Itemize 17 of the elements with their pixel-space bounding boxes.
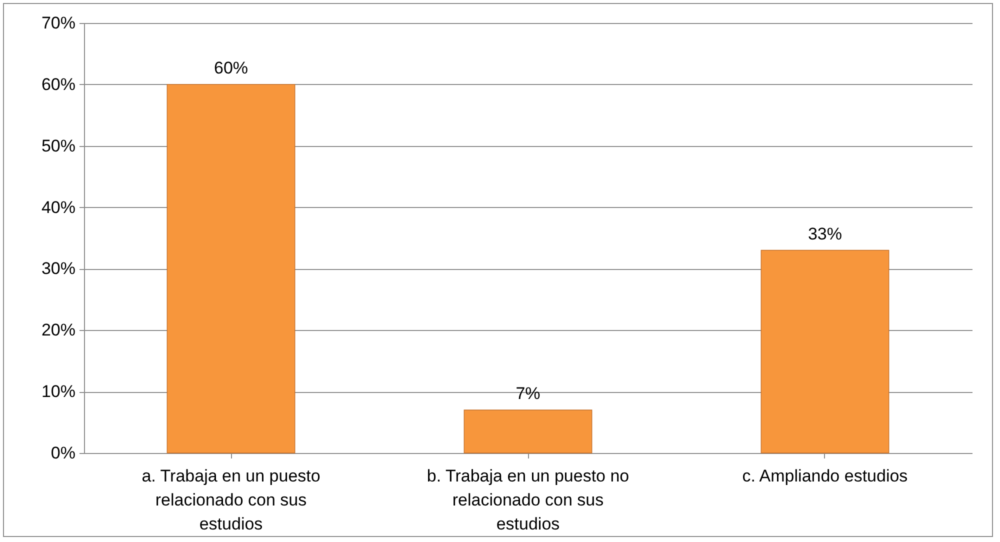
y-tick-label: 70%: [41, 14, 76, 32]
data-label: 60%: [214, 58, 248, 78]
y-tick-label: 60%: [41, 74, 76, 94]
x-tick-label: c. Ampliando estudios: [742, 466, 908, 486]
y-tick-label: 0%: [50, 444, 76, 462]
y-tick-label: 50%: [41, 136, 76, 156]
bar: [760, 250, 890, 454]
data-label: 7%: [516, 384, 540, 403]
y-tick-label: 30%: [41, 259, 76, 278]
y-tick-label: 20%: [41, 320, 76, 340]
bar: [166, 84, 296, 454]
data-label: 33%: [808, 224, 842, 244]
y-tick-label: 10%: [41, 382, 76, 402]
x-tick-label: b. Trabaja en un puesto no relacionado con sus estudios: [426, 466, 630, 534]
bar: [464, 410, 592, 454]
x-tick-label: a. Trabaja en un puesto relacionado con sus estudios: [142, 466, 320, 534]
y-tick-label: 40%: [41, 198, 76, 217]
